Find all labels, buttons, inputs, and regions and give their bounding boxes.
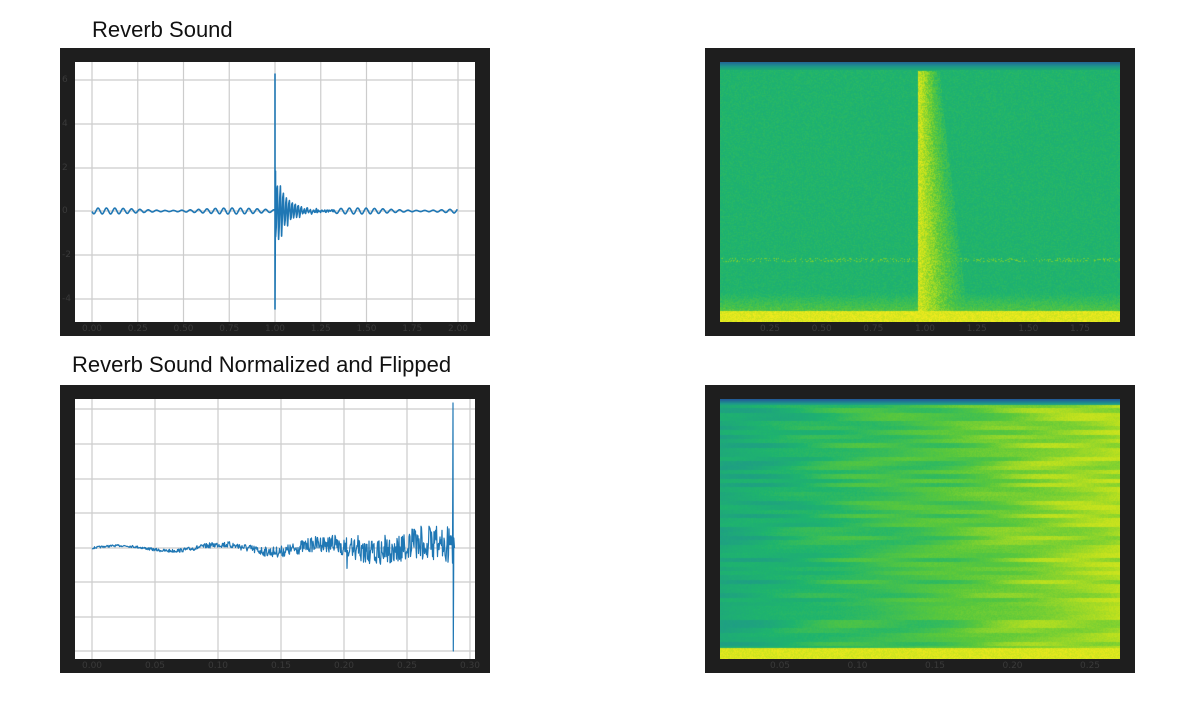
y-tick-label: 6 bbox=[62, 75, 68, 85]
x-tick-label: 1.75 bbox=[1069, 324, 1091, 334]
top-title: Reverb Sound bbox=[92, 17, 233, 42]
x-tick-label: 2.00 bbox=[447, 324, 469, 334]
y-tick-label: -4 bbox=[62, 294, 71, 304]
flipped-spectrogram-panel: 0.05 0.10 0.15 0.20 0.25 bbox=[705, 385, 1135, 673]
x-tick-label: 1.25 bbox=[310, 324, 331, 334]
x-tick-label: 0.00 bbox=[81, 661, 103, 671]
y-tick-label: -2 bbox=[62, 250, 71, 260]
reverb-spectrogram-image bbox=[720, 62, 1120, 322]
x-tick-label: 1.00 bbox=[264, 324, 286, 334]
x-tick-label: 1.25 bbox=[966, 324, 987, 334]
x-tick-label: 0.00 bbox=[81, 324, 103, 334]
flipped-waveform-plot bbox=[75, 399, 475, 659]
x-tick-label: 1.00 bbox=[914, 324, 936, 334]
x-tick-label: 1.50 bbox=[356, 324, 377, 334]
x-tick-label: 0.25 bbox=[127, 324, 148, 334]
x-tick-label: 1.50 bbox=[1018, 324, 1039, 334]
bottom-title: Reverb Sound Normalized and Flipped bbox=[72, 352, 452, 377]
x-tick-label: 0.05 bbox=[769, 661, 791, 671]
y-tick-label: 0 bbox=[62, 206, 68, 216]
reverb-waveform-plot bbox=[75, 62, 475, 322]
x-tick-label: 0.25 bbox=[396, 661, 418, 671]
x-tick-label: 1.75 bbox=[402, 324, 423, 334]
x-tick-label: 0.25 bbox=[1079, 661, 1101, 671]
reverb-waveform-panel: 0.00 0.25 0.50 0.75 1.00 1.25 1.50 1.75 2.00 6 4 2… bbox=[60, 48, 490, 336]
flipped-spectrogram-image bbox=[720, 399, 1120, 659]
x-tick-label: 0.10 bbox=[207, 661, 229, 671]
x-tick-label: 0.15 bbox=[270, 661, 292, 671]
x-tick-label: 0.75 bbox=[863, 324, 884, 334]
x-tick-label: 0.75 bbox=[219, 324, 240, 334]
y-tick-label: 2 bbox=[62, 163, 68, 173]
waveform-line bbox=[91, 402, 456, 652]
x-tick-label: 0.10 bbox=[847, 661, 868, 671]
flipped-waveform-svg bbox=[75, 399, 475, 659]
x-tick-label: 0.20 bbox=[333, 661, 355, 671]
reverb-spectrogram-panel: 0.25 0.50 0.75 1.00 1.25 1.50 1.75 bbox=[705, 48, 1135, 336]
waveform-line bbox=[91, 73, 459, 310]
reverb-waveform-svg bbox=[75, 62, 475, 322]
x-tick-label: 0.15 bbox=[924, 661, 946, 671]
flipped-waveform-panel: 0.00 0.05 0.10 0.15 0.20 0.25 0.30 bbox=[60, 385, 490, 673]
x-tick-label: 0.50 bbox=[173, 324, 194, 334]
x-tick-label: 0.30 bbox=[459, 661, 481, 671]
x-tick-label: 0.05 bbox=[144, 661, 166, 671]
x-tick-label: 0.50 bbox=[811, 324, 832, 334]
x-tick-label: 0.25 bbox=[759, 324, 781, 334]
y-tick-label: 4 bbox=[62, 119, 68, 129]
x-tick-label: 0.20 bbox=[1002, 661, 1023, 671]
